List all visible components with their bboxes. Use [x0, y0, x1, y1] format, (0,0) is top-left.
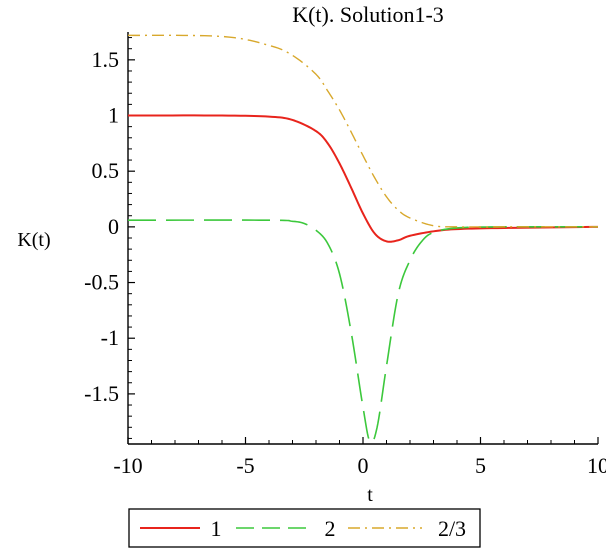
y-tick-label: -0.5 — [84, 270, 119, 295]
legend-label-1: 1 — [211, 516, 222, 541]
x-tick-label: -10 — [113, 453, 142, 478]
series-line-2 — [128, 219, 598, 444]
minor-ticks — [128, 37, 575, 444]
ticks: -10 -5 0 5 10 1.5 1 0.5 0 -0.5 -1 -1.5 — [84, 47, 606, 478]
y-axis-label: K(t) — [17, 229, 50, 251]
y-tick-label: -1 — [101, 325, 119, 350]
chart-title: K(t). Solution1-3 — [292, 2, 444, 27]
series-line-1 — [128, 114, 599, 243]
x-tick-label: 10 — [587, 453, 606, 478]
x-tick-label: -5 — [236, 453, 254, 478]
y-tick-label: 1 — [108, 103, 119, 128]
y-tick-label: 0 — [108, 214, 119, 239]
y-tick-label: -1.5 — [84, 381, 119, 406]
legend-label-3: 2/3 — [438, 516, 466, 541]
y-tick-label: 0.5 — [92, 158, 120, 183]
x-axis-label: t — [367, 484, 373, 506]
x-tick-label: 5 — [475, 453, 486, 478]
series-group — [127, 34, 599, 444]
series-line-3 — [127, 34, 598, 228]
axes — [127, 32, 598, 445]
legend-label-2: 2 — [325, 516, 336, 541]
legend: 1 2 2/3 — [128, 508, 481, 548]
x-tick-label: 0 — [358, 453, 369, 478]
y-tick-label: 1.5 — [92, 47, 120, 72]
